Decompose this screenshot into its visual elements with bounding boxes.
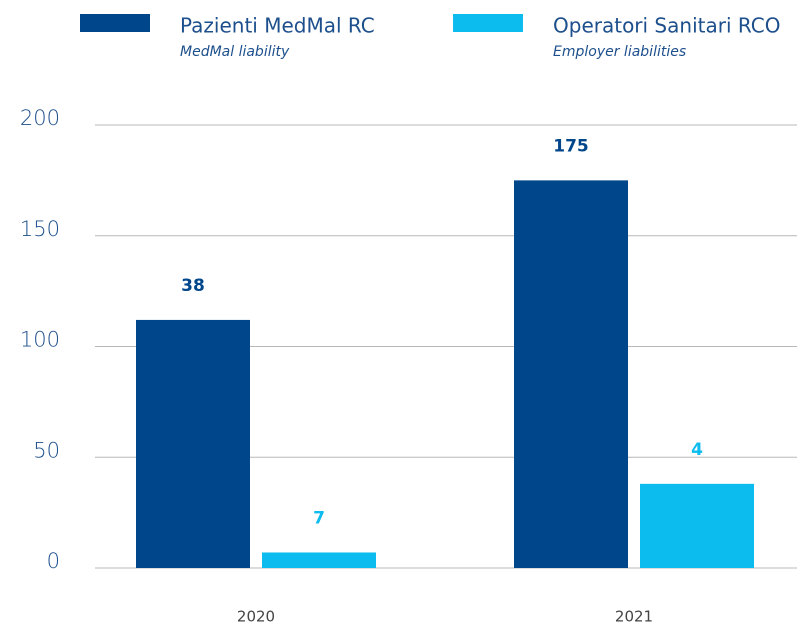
- legend-label: Pazienti MedMal RC: [180, 14, 375, 38]
- legend-sublabel: Employer liabilities: [553, 44, 686, 60]
- legend-swatch: [453, 14, 523, 32]
- bar-annotation: 7: [313, 508, 325, 528]
- y-tick-label: 150: [20, 217, 60, 241]
- y-tick-label: 200: [20, 106, 60, 130]
- legend-label: Operatori Sanitari RCO: [553, 14, 780, 38]
- x-tick-label: 2020: [237, 608, 275, 625]
- bar: [514, 180, 628, 568]
- bar: [640, 483, 754, 568]
- bar: [136, 319, 250, 568]
- y-tick-label: 50: [33, 438, 60, 462]
- bar: [262, 552, 376, 568]
- legend-swatch: [80, 14, 150, 32]
- y-tick-label: 100: [20, 328, 60, 352]
- y-tick-label: 0: [47, 549, 60, 573]
- legend-sublabel: MedMal liability: [180, 44, 290, 60]
- bar-annotation: 38: [181, 276, 205, 296]
- bar-annotation: 175: [553, 136, 589, 156]
- x-tick-label: 2021: [615, 608, 653, 625]
- bar-annotation: 4: [691, 440, 703, 460]
